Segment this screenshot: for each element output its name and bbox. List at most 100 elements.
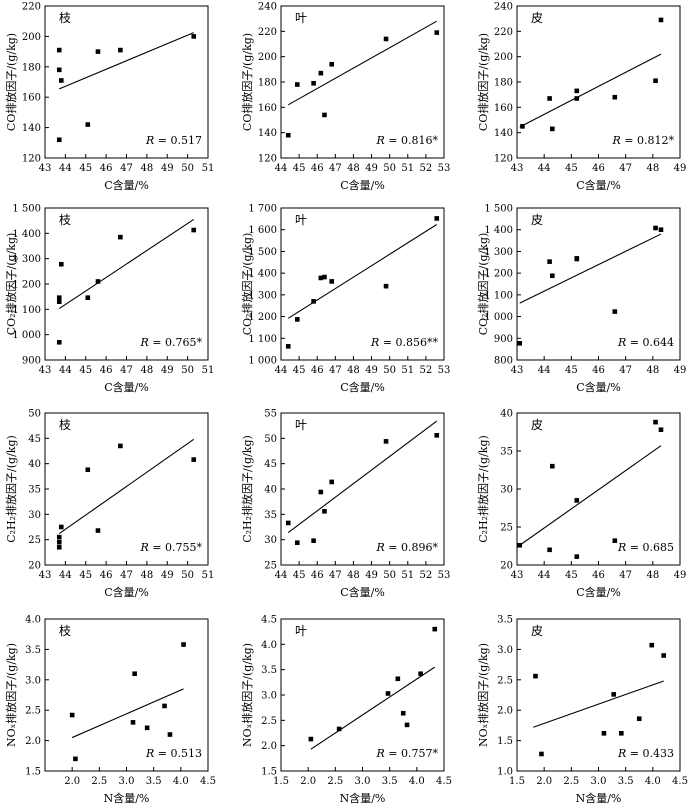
x-axis-label: N含量/% <box>104 791 150 805</box>
panel-label: 皮 <box>531 11 543 25</box>
y-tick-label: 200 <box>22 32 41 43</box>
x-tick-label: 53 <box>438 570 451 581</box>
y-tick-label: 3.0 <box>497 645 513 656</box>
y-tick-label: 35 <box>28 485 41 496</box>
x-tick-label: 48 <box>347 570 360 581</box>
data-point <box>653 78 658 84</box>
data-point <box>550 126 555 132</box>
x-tick-label: 51 <box>202 163 215 174</box>
y-axis-label: CO₂排放因子/(g/kg) <box>240 233 254 336</box>
y-tick-label: 220 <box>494 27 513 38</box>
y-tick-label: 160 <box>494 103 513 114</box>
y-tick-label: 1 000 <box>12 330 41 341</box>
data-point <box>329 61 335 67</box>
y-tick-label: 180 <box>258 78 277 89</box>
data-point <box>550 273 555 279</box>
correlation-annotation: R = 0.896* <box>376 541 439 554</box>
data-point <box>191 34 197 39</box>
data-point <box>636 716 642 722</box>
x-tick-label: 45 <box>565 365 578 376</box>
correlation-annotation: R = 0.856** <box>370 336 438 349</box>
x-tick-label: 50 <box>181 570 194 581</box>
y-axis-label: CO₂排放因子/(g/kg) <box>4 233 18 336</box>
x-tick-label: 48 <box>646 163 659 174</box>
chart-panel-8: 44 45 46 47 48 49 50 51 52 53 25 30 35 40 45 50 55 叶 R = 0… <box>240 409 450 600</box>
x-tick-label: 43 <box>511 365 524 376</box>
x-tick-label: 45 <box>293 163 306 174</box>
y-tick-label: 35 <box>500 447 513 458</box>
data-point <box>85 122 91 127</box>
x-tick-label: 4.5 <box>200 776 216 787</box>
data-point <box>434 432 440 438</box>
x-axis-label: N含量/% <box>340 791 386 805</box>
y-tick-label: 4.5 <box>261 615 277 626</box>
y-tick-label: 180 <box>22 62 41 73</box>
regression-line <box>533 680 664 728</box>
x-tick-label: 44 <box>275 570 288 581</box>
data-point <box>95 528 101 533</box>
y-tick-label: 160 <box>22 93 41 104</box>
x-tick-label: 3.0 <box>119 776 135 787</box>
data-point <box>517 542 523 548</box>
y-axis-label: C₂H₂排放因子/(g/kg) <box>4 435 18 543</box>
x-tick-label: 44 <box>538 163 551 174</box>
x-tick-label: 48 <box>347 365 360 376</box>
data-point <box>95 49 101 54</box>
y-tick-label: 1 500 <box>248 247 277 258</box>
data-point <box>418 671 423 677</box>
x-tick-label: 2.5 <box>327 776 343 787</box>
data-point <box>520 124 525 129</box>
data-point <box>167 732 173 737</box>
regression-line <box>287 420 438 534</box>
y-tick-label: 25 <box>500 523 513 534</box>
data-point <box>547 259 552 264</box>
data-point <box>311 80 316 86</box>
correlation-annotation: R = 0.816* <box>376 134 439 147</box>
y-tick-label: 1 700 <box>248 204 277 215</box>
x-tick-label: 46 <box>592 570 605 581</box>
y-tick-label: 3.0 <box>25 675 41 686</box>
y-tick-label: 1.5 <box>25 767 41 778</box>
y-tick-label: 1 200 <box>484 269 513 280</box>
x-tick-label: 46 <box>100 163 113 174</box>
data-point <box>601 731 607 736</box>
chart-panel-2: 44 45 46 47 48 49 50 51 52 53 120 140 160 180 200 220 24… <box>240 2 450 193</box>
panel-label: 皮 <box>531 418 543 432</box>
data-point <box>285 132 291 138</box>
y-axis-label: CO₂排放因子/(g/kg) <box>476 233 490 336</box>
chart-panel-7: 43 44 45 46 47 48 49 50 51 20 25 30 35 40 45 50 枝 R = 0.7… <box>4 409 214 600</box>
x-tick-label: 49 <box>161 365 174 376</box>
x-tick-label: 48 <box>646 365 659 376</box>
data-point <box>85 295 91 300</box>
data-point <box>59 524 64 530</box>
data-point <box>383 283 389 289</box>
data-point <box>318 70 324 76</box>
data-point <box>400 710 406 716</box>
x-tick-label: 43 <box>511 570 524 581</box>
y-tick-label: 1 600 <box>248 225 277 236</box>
y-axis-label: CO排放因子/(g/kg) <box>4 33 18 131</box>
regression-line <box>310 666 436 750</box>
data-point <box>574 88 580 94</box>
y-tick-label: 4.0 <box>261 640 277 651</box>
data-point <box>653 225 658 231</box>
panel-label: 枝 <box>59 10 71 25</box>
data-point <box>517 340 523 346</box>
data-point <box>395 676 401 682</box>
x-tick-label: 45 <box>565 570 578 581</box>
y-tick-label: 1 500 <box>12 204 41 215</box>
panel-label: 枝 <box>59 417 71 432</box>
y-tick-label: 30 <box>264 535 277 546</box>
data-point <box>130 720 136 725</box>
data-point <box>658 227 664 233</box>
data-point <box>59 78 64 83</box>
data-point <box>56 539 62 545</box>
data-point <box>162 703 167 709</box>
y-tick-label: 200 <box>258 52 277 63</box>
data-point <box>550 463 555 469</box>
x-tick-label: 51 <box>401 365 414 376</box>
data-point <box>85 467 91 473</box>
x-tick-label: 53 <box>438 365 451 376</box>
data-point <box>59 261 64 267</box>
